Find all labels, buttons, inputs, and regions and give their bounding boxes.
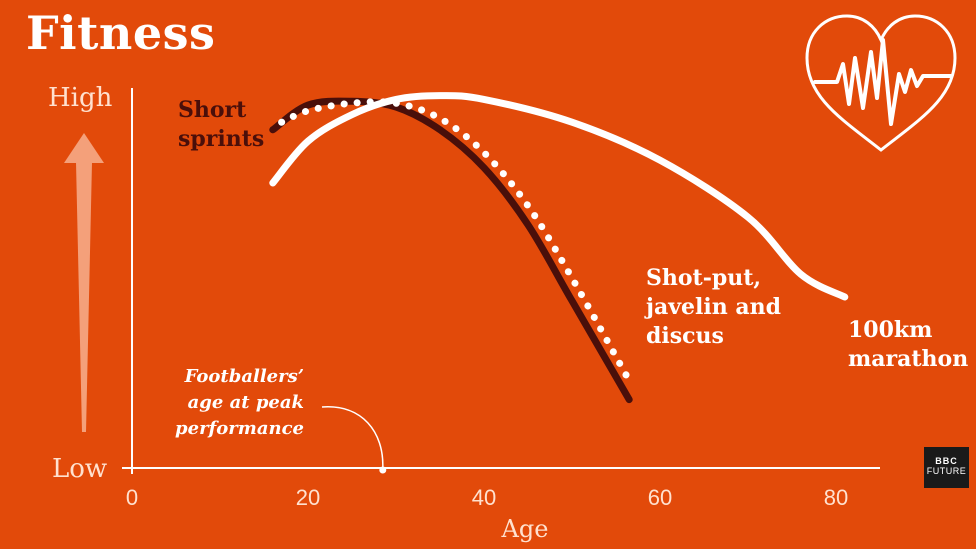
page-title: Fitness <box>26 6 216 60</box>
x-tick-label: 0 <box>126 485 138 510</box>
y-level-low: Low <box>52 454 107 484</box>
x-tick-labels: 0 20 40 60 80 <box>126 485 848 510</box>
series-label-line: marathon <box>848 346 968 372</box>
logo-line-1: BBC <box>935 456 958 466</box>
annotation-leader-line <box>321 406 384 469</box>
x-axis-title: Age <box>501 515 549 543</box>
annotation-text: Footballers’ age at peak performance <box>175 366 304 439</box>
heart-pulse-icon <box>805 14 957 152</box>
series-label-line: sprints <box>178 126 264 152</box>
x-tick-label: 80 <box>824 485 848 510</box>
y-level-high: High <box>48 83 113 113</box>
series-line-short-sprints <box>269 97 633 404</box>
arrow-head <box>64 133 104 163</box>
x-tick-label: 20 <box>296 485 320 510</box>
series-label-line: javelin and <box>644 294 781 320</box>
bbc-future-logo: BBC FUTURE <box>924 447 969 488</box>
logo-line-2: FUTURE <box>926 466 967 476</box>
series-lines <box>269 92 849 404</box>
series-label-line: 100km <box>848 317 932 343</box>
annotation-line: age at peak <box>188 392 304 413</box>
series-labels: Short sprints Shot-put, javelin and discus 10… <box>178 97 968 372</box>
x-tick-label: 40 <box>472 485 496 510</box>
series-label-line: discus <box>646 323 724 349</box>
annotation-line: Footballers’ <box>184 366 304 387</box>
footballers-annotation: Footballers’ age at peak performance <box>175 366 387 474</box>
series-label-line: Short <box>178 97 247 123</box>
series-line-100km-marathon <box>269 92 849 301</box>
x-tick-label: 60 <box>648 485 672 510</box>
arrow-shaft <box>76 162 92 432</box>
series-label-line: Shot-put, <box>646 265 761 291</box>
annotation-line: performance <box>175 418 304 439</box>
fitness-arrow <box>64 133 104 432</box>
annotation-marker <box>379 466 387 474</box>
